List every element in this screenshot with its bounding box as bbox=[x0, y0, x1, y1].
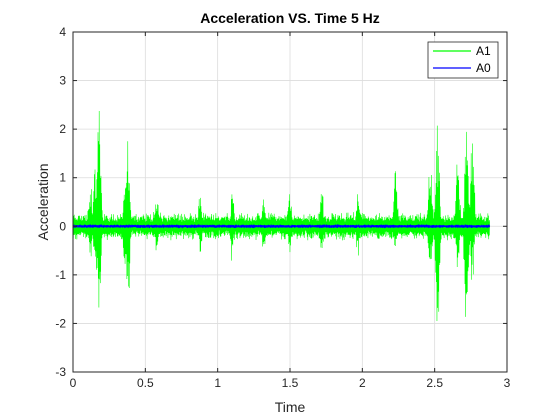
legend-label-a0: A0 bbox=[476, 61, 491, 75]
series-layer bbox=[73, 111, 491, 322]
y-tick-label: -3 bbox=[55, 365, 66, 379]
x-axis-label: Time bbox=[275, 399, 306, 415]
x-tick-label: 0 bbox=[70, 376, 77, 390]
y-axis-label: Acceleration bbox=[35, 163, 51, 240]
axis-ticks: 0 0.5 1 1.5 2 2.5 3 -3 -2 -1 0 1 2 3 4 bbox=[55, 25, 510, 390]
x-tick-label: 2 bbox=[359, 376, 366, 390]
y-tick-label: 3 bbox=[59, 74, 66, 88]
x-tick-label: 1.5 bbox=[282, 376, 299, 390]
chart-title: Acceleration VS. Time 5 Hz bbox=[200, 10, 379, 26]
series-line-a1 bbox=[73, 111, 490, 322]
y-tick-label: 2 bbox=[59, 122, 66, 136]
legend: A1 A0 bbox=[427, 41, 499, 79]
legend-label-a1: A1 bbox=[476, 44, 491, 58]
x-tick-label: 1 bbox=[214, 376, 221, 390]
x-tick-label: 2.5 bbox=[426, 376, 443, 390]
y-tick-label: 0 bbox=[59, 219, 66, 233]
x-tick-label: 3 bbox=[504, 376, 511, 390]
legend-box bbox=[427, 41, 499, 79]
y-tick-label: 4 bbox=[59, 25, 66, 39]
y-tick-label: -2 bbox=[55, 316, 66, 330]
y-tick-label: 1 bbox=[59, 171, 66, 185]
x-tick-label: 0.5 bbox=[137, 376, 154, 390]
series-line-a0 bbox=[73, 224, 491, 229]
y-tick-label: -1 bbox=[55, 268, 66, 282]
